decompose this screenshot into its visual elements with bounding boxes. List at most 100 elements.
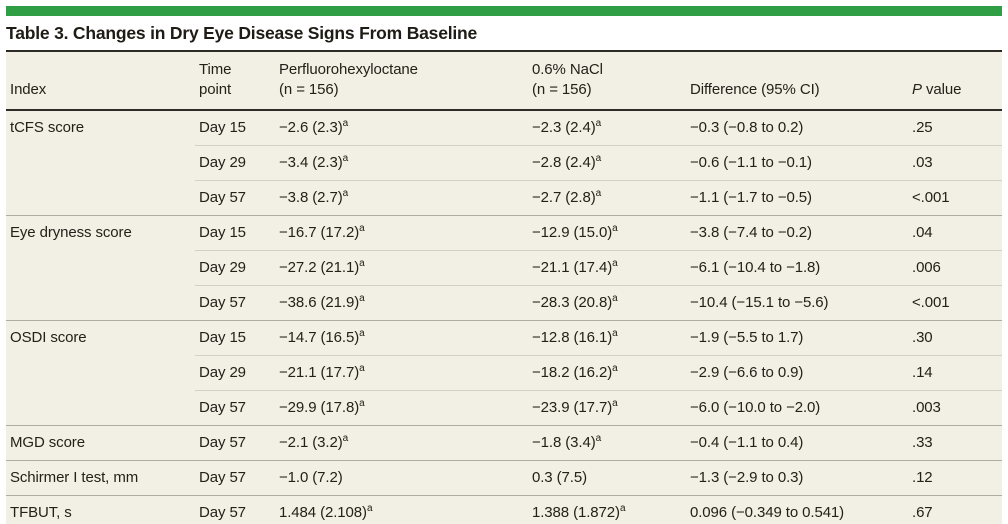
footnote-a-marker: a	[612, 293, 618, 304]
time-cell: Day 29	[195, 355, 275, 391]
p-value-cell: .04	[908, 215, 1002, 251]
footnote-a-marker: a	[595, 433, 602, 444]
footnote-a-marker: a	[342, 153, 349, 164]
footnote-a-marker: a	[612, 223, 618, 234]
p-value-rest: value	[921, 81, 962, 98]
nacl-value: −23.9 (17.7)	[532, 399, 613, 416]
time-cell: Day 29	[195, 145, 275, 181]
drug-value: −2.1 (3.2)	[279, 434, 343, 451]
p-value-cell: .006	[908, 250, 1002, 286]
footnote-a-marker: a	[359, 293, 365, 304]
drug-value: −16.7 (17.2)	[279, 224, 360, 241]
nacl-cell: −12.8 (16.1)a	[528, 320, 686, 356]
dry-eye-signs-table: Index Time point Perfluorohexyloctane (n…	[6, 50, 1002, 524]
table-row: MGD score Day 57 −2.1 (3.2)a −1.8 (3.4)a…	[6, 425, 1002, 461]
nacl-cell: −18.2 (16.2)a	[528, 355, 686, 391]
nacl-cell: −2.7 (2.8)a	[528, 180, 686, 216]
table-row: Schirmer I test, mm Day 57 −1.0 (7.2) 0.…	[6, 460, 1002, 496]
time-cell: Day 57	[195, 390, 275, 426]
drug-value: −21.1 (17.7)	[279, 364, 360, 381]
time-cell: Day 57	[195, 425, 275, 461]
footnote-a-marker: a	[612, 398, 618, 409]
table-row: TFBUT, s Day 57 1.484 (2.108)a 1.388 (1.…	[6, 495, 1002, 524]
footnote-a-marker: a	[619, 503, 626, 514]
nacl-value: −28.3 (20.8)	[532, 294, 613, 311]
drug-value: −2.6 (2.3)	[279, 119, 343, 136]
p-value-cell: .25	[912, 119, 933, 136]
nacl-value: −12.8 (16.1)	[532, 329, 613, 346]
table-title: Table 3. Changes in Dry Eye Disease Sign…	[6, 23, 478, 43]
footnote-a-marker: a	[366, 503, 373, 514]
footnote-a-marker: a	[612, 363, 618, 374]
drug-cell: −16.7 (17.2)a	[275, 215, 528, 251]
nacl-value: 1.388 (1.872)	[532, 504, 620, 521]
table-row: OSDI score Day 15 −14.7 (16.5)a −12.8 (1…	[6, 320, 1002, 426]
nacl-cell: 1.388 (1.872)a	[528, 495, 686, 524]
col-header-time-point: Time point	[195, 50, 275, 111]
drug-value: −3.4 (2.3)	[279, 154, 343, 171]
drug-cell: 1.484 (2.108)a	[275, 495, 528, 524]
time-cell: Day 57	[195, 495, 275, 524]
time-cell: Day 15	[195, 215, 275, 251]
drug-value: −27.2 (21.1)	[279, 259, 360, 276]
p-value-cell: .12	[908, 460, 1002, 496]
time-cell: Day 15	[199, 119, 246, 136]
nacl-cell: −12.9 (15.0)a	[528, 215, 686, 251]
time-cell: Day 15	[195, 320, 275, 356]
drug-cell: −2.6 (2.3)a	[275, 110, 528, 146]
drug-cell: −21.1 (17.7)a	[275, 355, 528, 391]
p-value-cell: .003	[908, 390, 1002, 426]
p-value-cell: .33	[908, 425, 1002, 461]
nacl-cell: −21.1 (17.4)a	[528, 250, 686, 286]
difference-cell: −3.8 (−7.4 to −0.2)	[686, 215, 908, 251]
drug-value: −29.9 (17.8)	[279, 399, 360, 416]
difference-cell: −0.4 (−1.1 to 0.4)	[686, 425, 908, 461]
table-row: tCFS score Day 15 −2.6 (2.3)a −2.3 (2.4)…	[6, 110, 1002, 146]
footnote-a-marker: a	[359, 328, 365, 339]
difference-cell: −6.0 (−10.0 to −2.0)	[686, 390, 908, 426]
footnote-a-marker: a	[359, 363, 365, 374]
nacl-value: −2.3 (2.4)	[532, 119, 596, 136]
footnote-a-marker: a	[359, 258, 365, 269]
table-row: Eye dryness score Day 15 −16.7 (17.2)a −…	[6, 215, 1002, 321]
footnote-a-marker: a	[595, 188, 602, 199]
index-cell: TFBUT, s	[6, 495, 195, 524]
nacl-value: −1.8 (3.4)	[532, 434, 596, 451]
table-row: Day 29 −3.4 (2.3)a −2.8 (2.4)a −0.6 (−1.…	[6, 145, 1002, 181]
p-value-italic: P	[912, 81, 922, 98]
drug-cell: −14.7 (16.5)a	[275, 320, 528, 356]
difference-cell: −1.9 (−5.5 to 1.7)	[686, 320, 908, 356]
drug-cell: −3.8 (2.7)a	[275, 180, 528, 216]
drug-cell: −29.9 (17.8)a	[275, 390, 528, 426]
col-header-perfluorohexyloctane: Perfluorohexyloctane (n = 156)	[275, 50, 528, 111]
footnote-a-marker: a	[342, 433, 349, 444]
nacl-value: 0.3 (7.5)	[532, 469, 587, 486]
footnote-a-marker: a	[359, 223, 365, 234]
footnote-a-marker: a	[342, 188, 349, 199]
time-cell: Day 57	[195, 285, 275, 321]
nacl-cell: −23.9 (17.7)a	[528, 390, 686, 426]
index-cell: Schirmer I test, mm	[6, 460, 195, 496]
nacl-cell: −2.3 (2.4)a	[528, 110, 686, 146]
drug-value: −1.0 (7.2)	[279, 469, 343, 486]
difference-cell: −2.9 (−6.6 to 0.9)	[686, 355, 908, 391]
table-row: Day 57 −29.9 (17.8)a −23.9 (17.7)a −6.0 …	[6, 390, 1002, 426]
difference-cell: −6.1 (−10.4 to −1.8)	[686, 250, 908, 286]
col-header-difference: Difference (95% CI)	[686, 50, 908, 111]
difference-cell: −0.3 (−0.8 to 0.2)	[690, 119, 804, 136]
p-value-cell: .30	[908, 320, 1002, 356]
drug-value: 1.484 (2.108)	[279, 504, 367, 521]
time-cell: Day 57	[195, 460, 275, 496]
table-row: Day 57 −3.8 (2.7)a −2.7 (2.8)a −1.1 (−1.…	[6, 180, 1002, 216]
drug-cell: −3.4 (2.3)a	[275, 145, 528, 181]
accent-bar	[6, 6, 1002, 16]
drug-value: −38.6 (21.9)	[279, 294, 360, 311]
footnote-a-marker: a	[612, 258, 618, 269]
drug-value: −14.7 (16.5)	[279, 329, 360, 346]
nacl-cell: −1.8 (3.4)a	[528, 425, 686, 461]
time-cell: Day 29	[195, 250, 275, 286]
col-header-p-value: P value	[908, 50, 1002, 111]
difference-cell: −1.1 (−1.7 to −0.5)	[686, 180, 908, 216]
footnote-a-marker: a	[595, 153, 602, 164]
